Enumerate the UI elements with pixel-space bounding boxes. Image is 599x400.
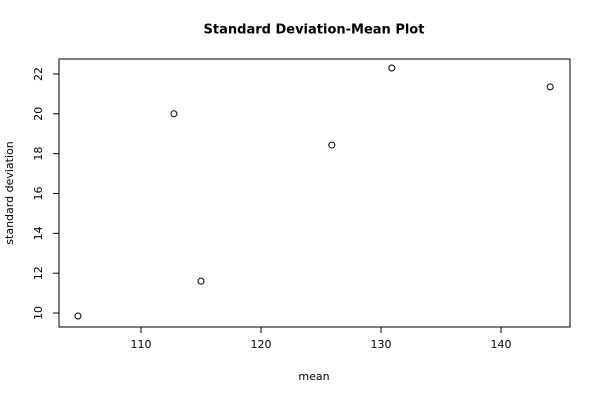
y-tick-label: 18 [32, 147, 45, 161]
point [170, 110, 178, 118]
y-tick-label: 12 [32, 266, 45, 280]
y-tick-label: 10 [32, 306, 45, 320]
point [546, 83, 554, 91]
y-tick-label: 14 [32, 226, 45, 240]
point [328, 141, 336, 149]
x-tick-label: 130 [370, 338, 391, 351]
chart-title: Standard Deviation-Mean Plot [204, 23, 425, 38]
point [74, 312, 82, 320]
x-tick-label: 110 [130, 338, 151, 351]
y-tick-label: 22 [32, 67, 45, 81]
y-axis-label: standard deviation [3, 141, 16, 244]
y-tick-label: 16 [32, 186, 45, 200]
x-tick-label: 120 [250, 338, 271, 351]
point [197, 277, 205, 285]
x-tick-label: 140 [490, 338, 511, 351]
point [388, 64, 396, 72]
x-axis-label: mean [298, 370, 329, 383]
y-tick-label: 20 [32, 107, 45, 121]
